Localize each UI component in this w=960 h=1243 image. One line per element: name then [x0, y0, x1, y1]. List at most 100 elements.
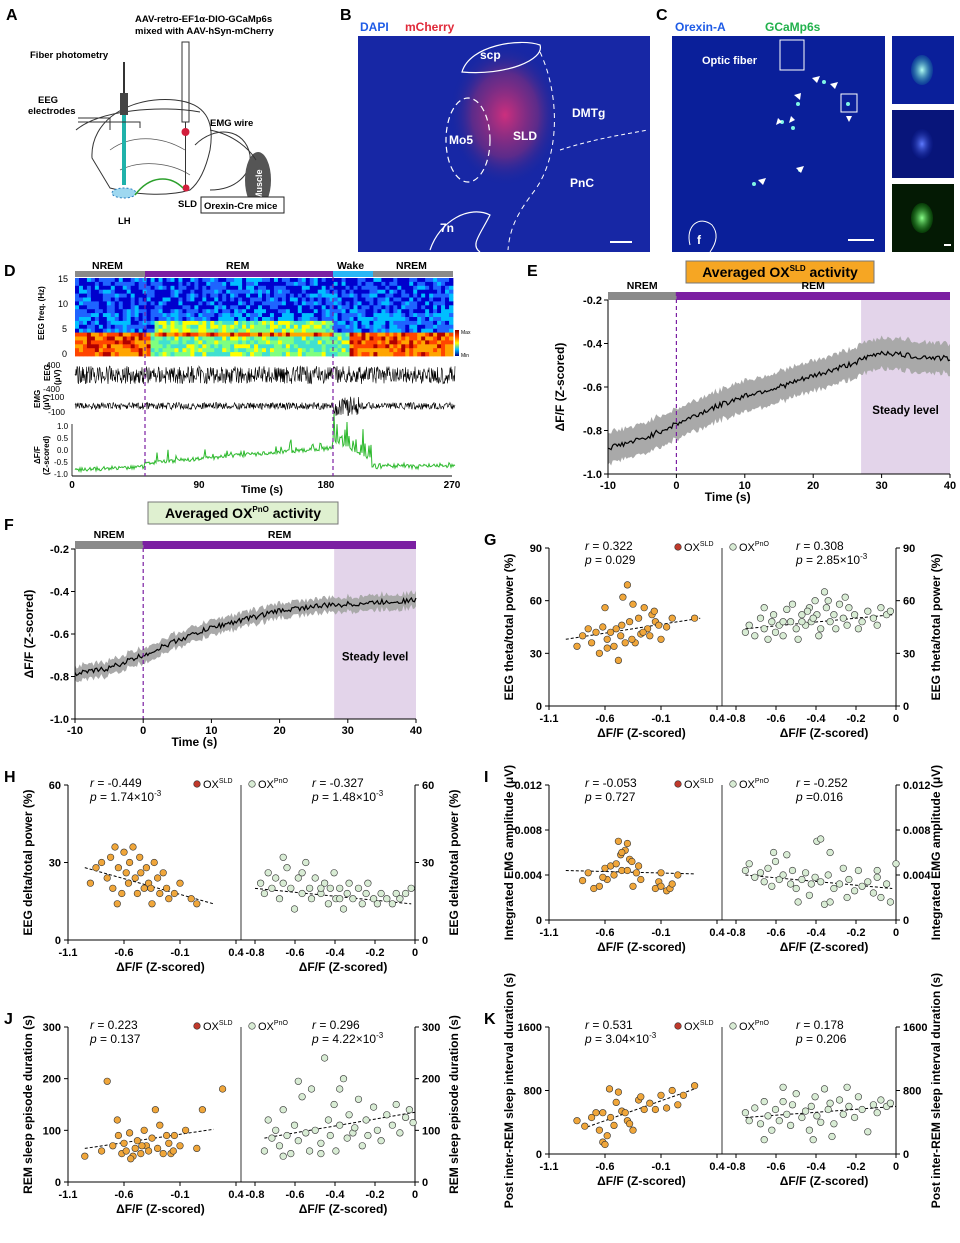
time-tick: 180	[318, 480, 335, 491]
spectrogram-cell	[154, 305, 159, 310]
y-tick-label: 0	[422, 935, 428, 947]
panel-letter: F	[4, 517, 14, 534]
spectrogram-cell	[186, 278, 191, 283]
freq-tick: 5	[62, 324, 67, 334]
spectrogram-cell	[210, 348, 215, 353]
spectrogram-cell	[413, 301, 418, 306]
spectrogram-cell	[301, 285, 307, 291]
spectrogram-cell	[381, 324, 386, 330]
spectrogram-cell	[102, 281, 108, 287]
spectrogram-cell	[401, 289, 406, 294]
spectrogram-cell	[289, 332, 295, 337]
spectrogram-cell	[218, 293, 223, 298]
data-point-sld	[573, 1117, 581, 1125]
spectrogram-cell	[262, 301, 267, 306]
spectrogram-cell	[78, 340, 84, 345]
spectrogram-cell	[329, 297, 335, 302]
spectrogram-cell	[381, 317, 386, 322]
data-point-sld	[628, 857, 636, 866]
spectrogram-cell	[158, 340, 163, 345]
spectrogram-cell	[258, 340, 263, 345]
spectrogram-cell	[162, 336, 167, 341]
panel-title: Averaged OXPnO activity	[165, 505, 321, 521]
sld-label: SLD	[178, 199, 197, 210]
spectrogram-cell	[433, 320, 438, 326]
spectrogram-cell	[170, 281, 175, 287]
spectrogram-cell	[154, 332, 159, 337]
spectrogram-cell	[373, 309, 378, 314]
spectrogram-cell	[82, 320, 88, 326]
spectrogram-cell	[265, 305, 271, 310]
stage-label-rem: REM	[226, 260, 250, 272]
spectrogram-cell	[333, 305, 339, 310]
spectrogram-cell	[421, 293, 426, 298]
spectrogram-cell	[269, 320, 275, 326]
spectrogram-cell	[82, 281, 88, 287]
spectrogram-cell	[102, 328, 108, 333]
arrowheads	[758, 76, 852, 185]
spectrogram-cell	[234, 289, 239, 294]
spectrogram-cell	[226, 320, 231, 326]
spectrogram-cell	[138, 285, 144, 291]
histology-image-c	[672, 36, 885, 252]
data-point-sld	[679, 1091, 688, 1099]
spectrogram-cell	[122, 285, 128, 291]
spectrogram-cell	[269, 297, 275, 302]
data-point-sld	[97, 1147, 106, 1155]
spectrogram-cell	[353, 340, 358, 345]
spectrogram-cell	[258, 297, 263, 302]
spectrogram-cell	[425, 293, 430, 298]
spectrogram-cell	[429, 332, 434, 337]
spectrogram-cell	[214, 344, 219, 349]
spectrogram-cell	[166, 301, 171, 306]
data-point-pno	[302, 1129, 310, 1137]
spectrogram-cell	[75, 301, 80, 306]
spectrogram-cell	[309, 336, 315, 341]
spectrogram-cell	[250, 352, 255, 357]
spectrogram-cell	[210, 340, 215, 345]
spectrogram-cell	[262, 278, 267, 283]
y-tick-label: 60	[903, 596, 915, 608]
spectrogram-cell	[369, 309, 374, 314]
spectrogram-cell	[281, 332, 287, 337]
spectrogram-cell	[297, 348, 303, 353]
spectrogram-cell	[222, 340, 227, 345]
spectrogram-cell	[94, 324, 100, 330]
spectrogram-cell	[234, 285, 239, 291]
spectrogram-cell	[393, 309, 398, 314]
spectrogram-cell	[285, 285, 291, 291]
spectrogram-cell	[441, 297, 446, 302]
spectrogram-cell	[337, 297, 342, 302]
spectrogram-cell	[158, 328, 163, 333]
data-point-pno	[294, 874, 302, 882]
spectrogram-cell	[130, 313, 136, 318]
arrowhead-icon	[776, 118, 782, 125]
spectrogram-cell	[94, 328, 100, 333]
spectrogram-cell	[365, 328, 370, 333]
spectrogram-cell	[182, 320, 187, 326]
spectrogram-cell	[385, 320, 390, 326]
y-tick-label: 800	[903, 1086, 921, 1098]
spectrogram-cell	[361, 281, 366, 287]
spectrogram-cell	[361, 328, 366, 333]
spectrogram-cell	[94, 289, 100, 294]
spectrogram-cell	[389, 336, 394, 341]
spectrogram-cell	[102, 332, 108, 337]
spectrogram-cell	[262, 336, 267, 341]
spectrogram-cell	[154, 278, 159, 283]
spectrogram-cell	[377, 285, 382, 291]
spectrogram-cell	[325, 324, 331, 330]
mice-label: Orexin-Cre mice	[204, 201, 277, 212]
spectrogram-cell	[162, 309, 167, 314]
data-point-sld	[617, 632, 625, 640]
spectrogram-cell	[377, 309, 382, 314]
data-point-sld	[612, 860, 620, 868]
spectrogram-cell	[158, 320, 163, 326]
spectrogram-cell	[265, 344, 271, 349]
data-point-pno	[279, 879, 287, 887]
data-point-pno	[809, 1136, 817, 1144]
spectrogram-cell	[393, 289, 398, 294]
spectrogram-cell	[202, 297, 207, 302]
spectrogram-cell	[285, 309, 291, 314]
